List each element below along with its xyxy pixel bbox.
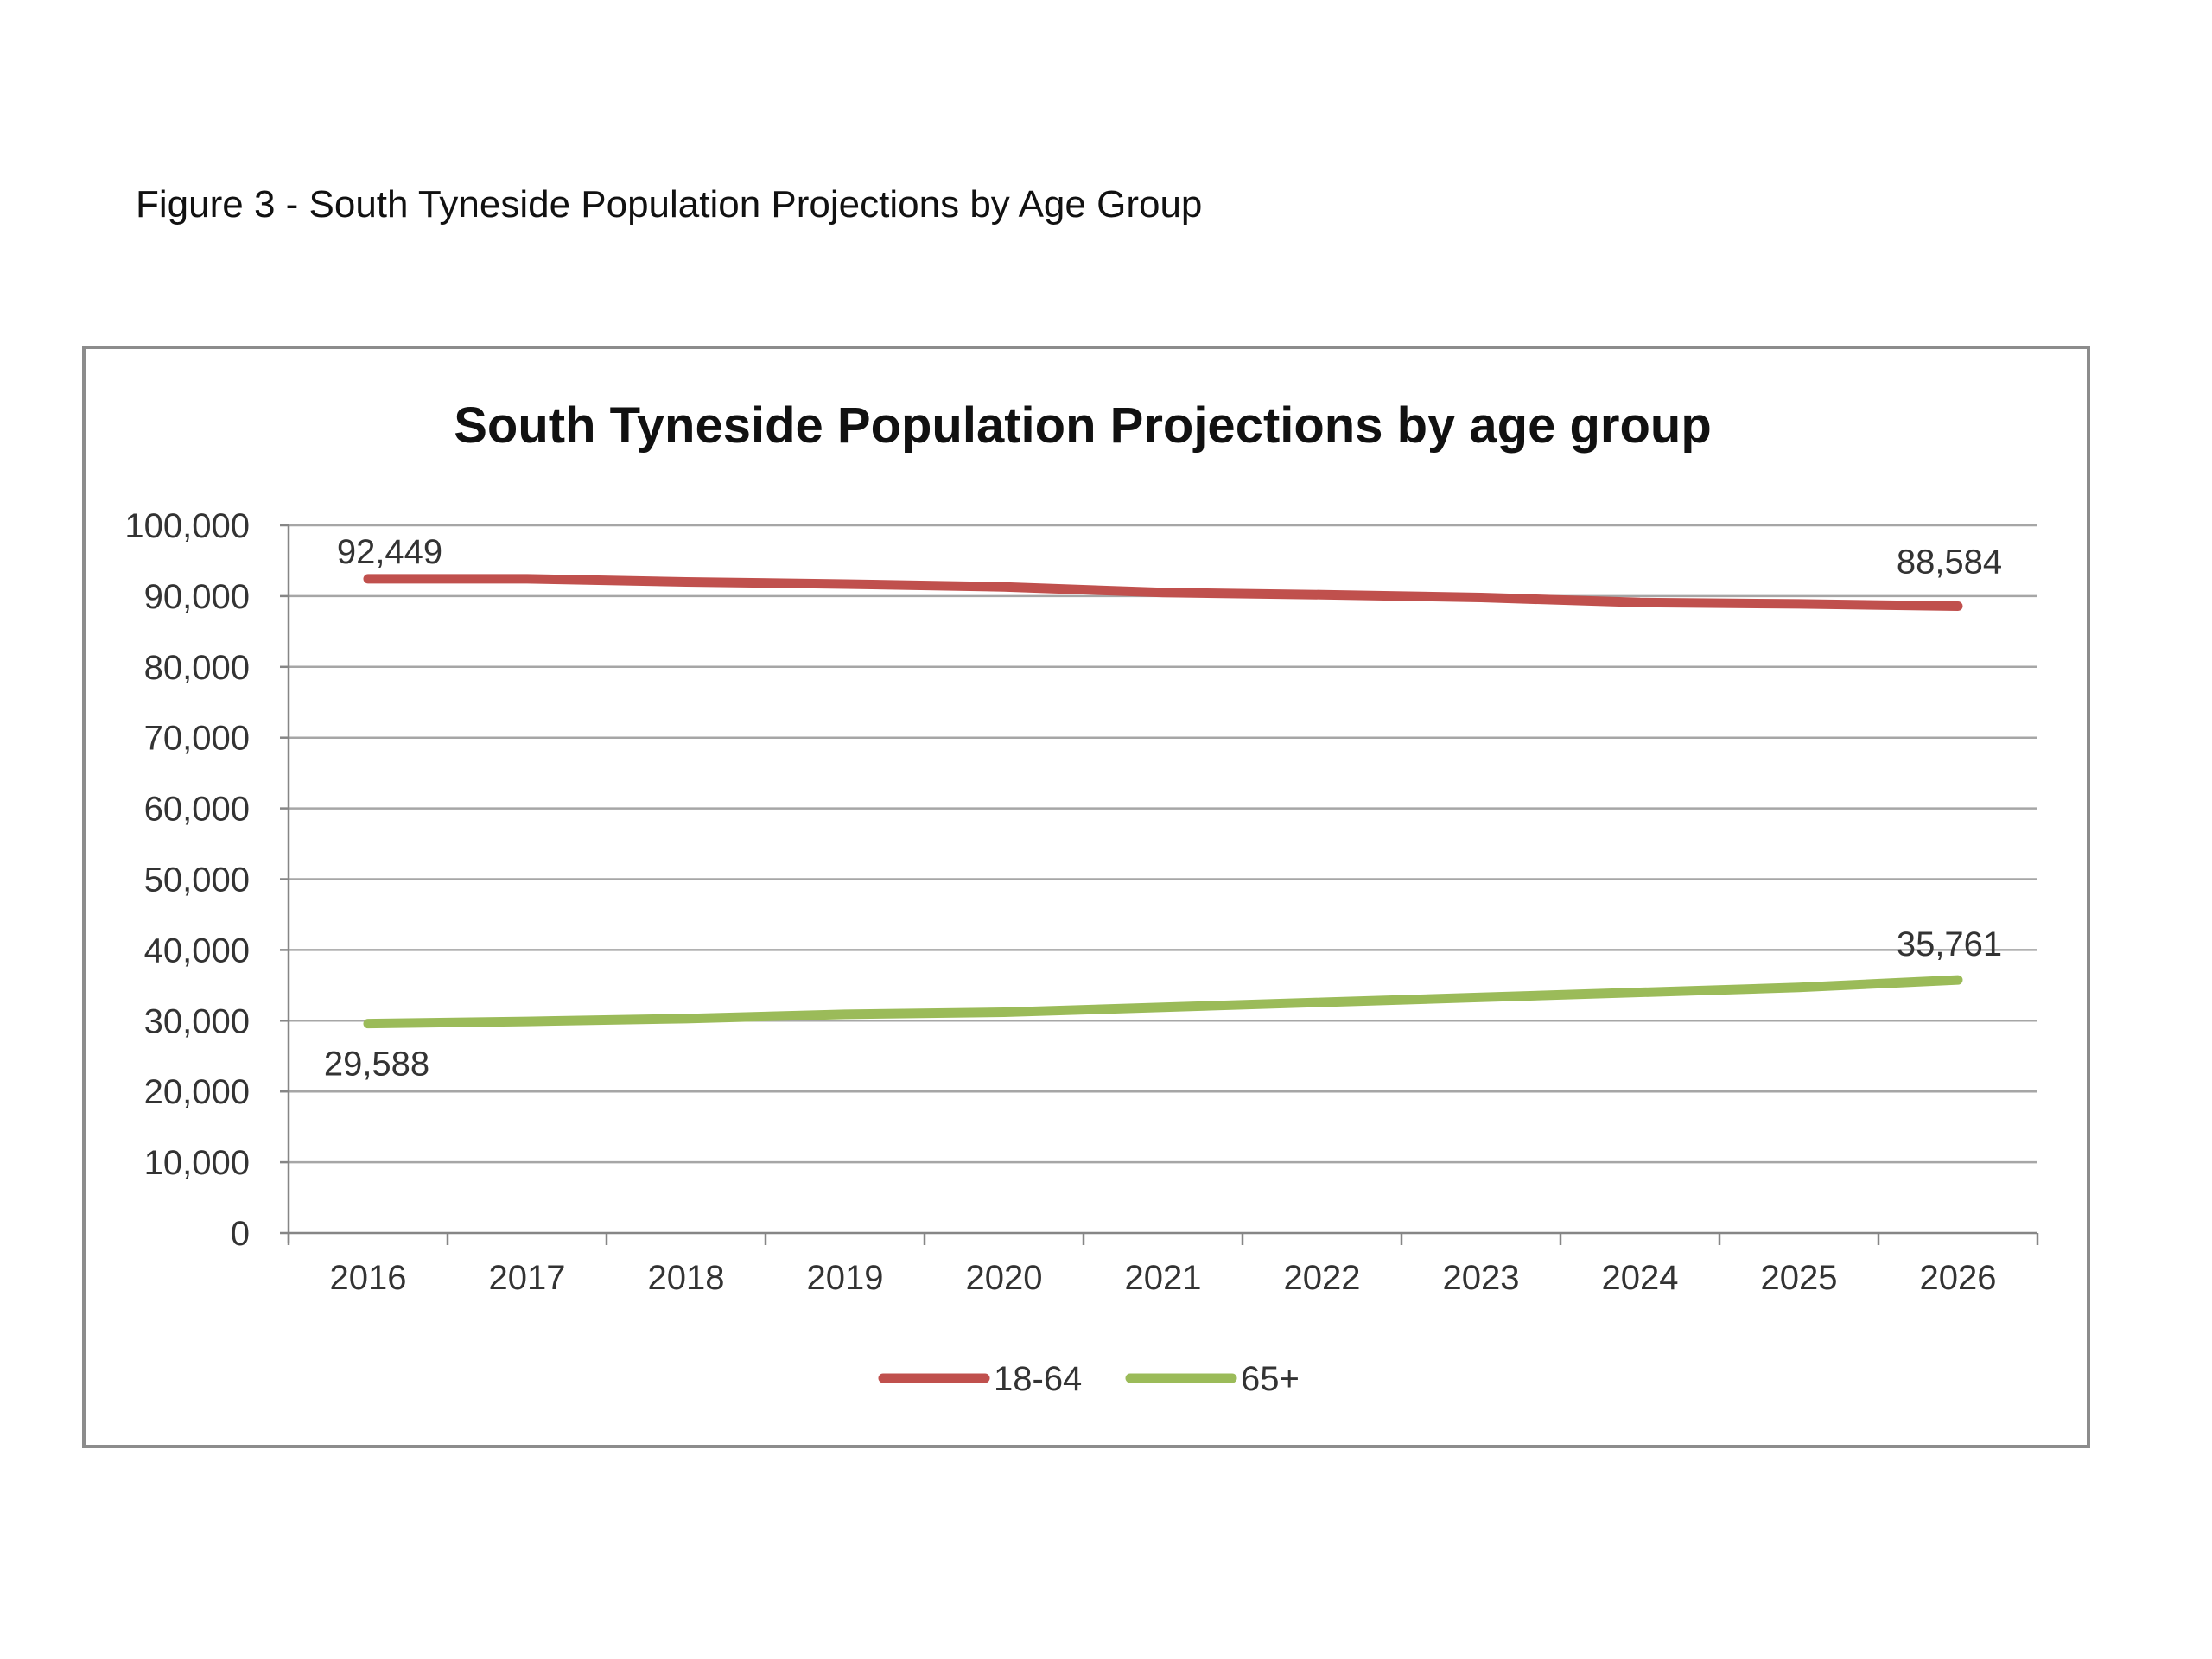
x-tick-label: 2016 bbox=[330, 1259, 407, 1297]
x-tick-label: 2019 bbox=[807, 1259, 884, 1297]
data-label: 88,584 bbox=[1897, 543, 2002, 581]
data-labels: 92,449 88,584 29,588 35,761 bbox=[324, 533, 2002, 1084]
y-tick-label: 70,000 bbox=[144, 720, 250, 758]
legend-label-65+: 65+ bbox=[1241, 1360, 1300, 1398]
data-label: 29,588 bbox=[324, 1046, 429, 1084]
chart-frame bbox=[82, 346, 2090, 1448]
x-tick-label: 2025 bbox=[1761, 1259, 1838, 1297]
y-tick-label: 100,000 bbox=[124, 507, 250, 545]
y-tick-label: 10,000 bbox=[144, 1144, 250, 1182]
x-tick-label: 2020 bbox=[966, 1259, 1043, 1297]
y-axis: 0 10,000 20,000 30,000 40,000 50,000 60,000 70,… bbox=[124, 507, 290, 1253]
x-axis: 2016 2017 2018 2019 2020 2021 2022 2023 2024 2025… bbox=[287, 1233, 2039, 1297]
chart-title: South Tyneside Population Projections by… bbox=[454, 397, 1712, 454]
y-tick-label: 50,000 bbox=[144, 861, 250, 899]
y-tick-label: 20,000 bbox=[144, 1073, 250, 1111]
y-tick-label: 80,000 bbox=[144, 649, 250, 687]
y-tick-label: 30,000 bbox=[144, 1002, 250, 1040]
y-tick-label: 90,000 bbox=[144, 578, 250, 616]
x-tick-label: 2017 bbox=[489, 1259, 566, 1297]
x-tick-label: 2018 bbox=[648, 1259, 725, 1297]
x-tick-label: 2022 bbox=[1284, 1259, 1361, 1297]
legend-label-18-64: 18-64 bbox=[994, 1360, 1082, 1398]
x-tick-label: 2023 bbox=[1443, 1259, 1520, 1297]
x-tick-label: 2026 bbox=[1920, 1259, 1997, 1297]
series-line-65+ bbox=[363, 975, 1963, 1029]
x-tick-label: 2024 bbox=[1602, 1259, 1679, 1297]
y-tick-label: 60,000 bbox=[144, 791, 250, 829]
data-label: 92,449 bbox=[337, 533, 442, 571]
x-tick-label: 2021 bbox=[1125, 1259, 1202, 1297]
series-lines bbox=[363, 574, 1963, 1029]
legend: 18-64 65+ bbox=[878, 1360, 1300, 1398]
gridlines bbox=[289, 524, 2037, 1235]
figure-caption: Figure 3 - South Tyneside Population Pro… bbox=[136, 183, 1203, 226]
series-line-18-64 bbox=[363, 574, 1963, 611]
y-tick-label: 0 bbox=[231, 1215, 250, 1253]
y-tick-label: 40,000 bbox=[144, 931, 250, 969]
data-label: 35,761 bbox=[1897, 925, 2002, 963]
